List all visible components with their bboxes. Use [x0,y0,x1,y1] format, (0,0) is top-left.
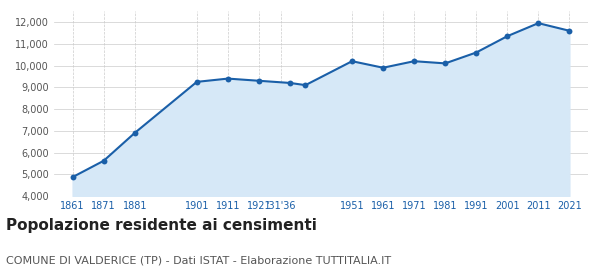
Point [68,175,77,179]
Text: Popolazione residente ai censimenti: Popolazione residente ai censimenti [6,218,317,233]
Point [99,158,109,163]
Text: COMUNE DI VALDERICE (TP) - Dati ISTAT - Elaborazione TUTTITALIA.IT: COMUNE DI VALDERICE (TP) - Dati ISTAT - … [6,255,391,265]
Point [130,131,140,135]
Point [192,80,202,84]
Point [472,50,481,55]
Point [254,78,264,83]
Point [533,21,543,25]
Point [347,59,357,64]
Point [502,34,512,38]
Point [301,83,310,87]
Point [440,61,450,66]
Point [285,81,295,85]
Point [409,59,419,64]
Point [223,76,233,81]
Point [565,29,574,33]
Point [378,66,388,70]
